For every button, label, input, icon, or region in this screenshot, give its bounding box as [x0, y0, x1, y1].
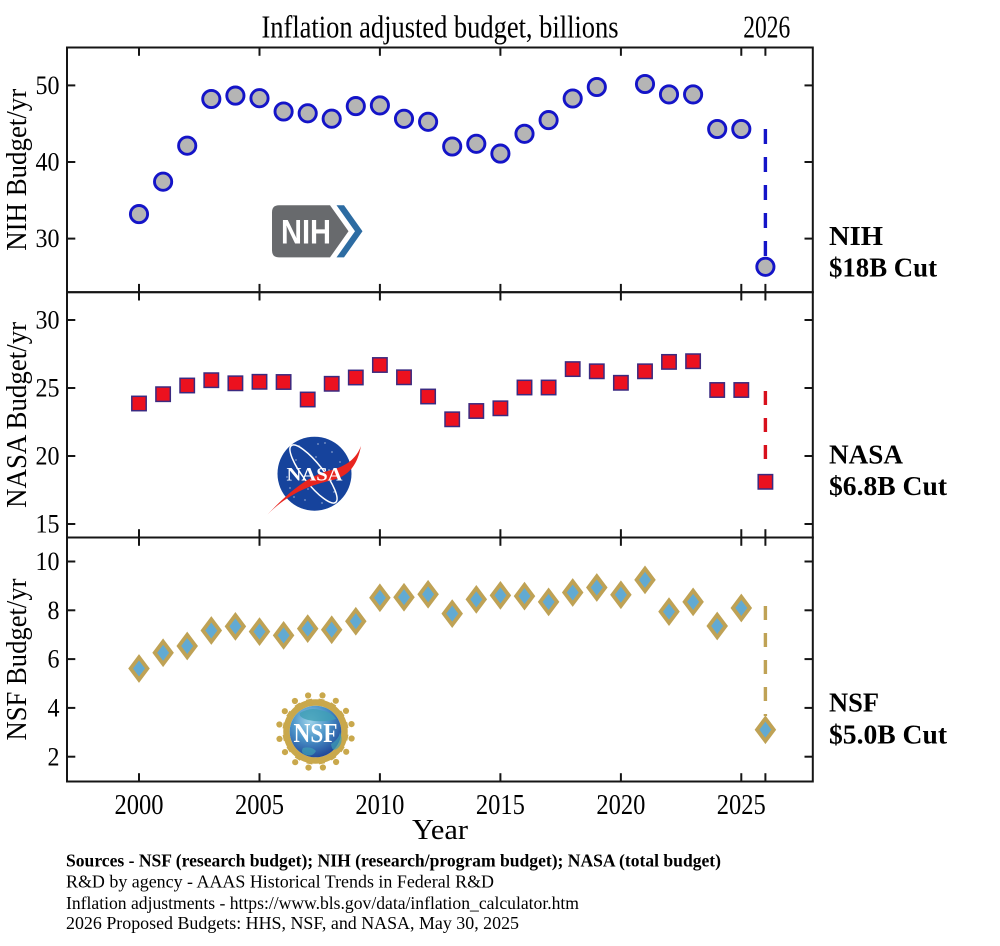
svg-text:2025: 2025 — [717, 789, 766, 821]
svg-text:R&D by agency - AAAS Historica: R&D by agency - AAAS Historical Trends i… — [66, 872, 494, 892]
svg-text:NASA: NASA — [287, 465, 343, 486]
svg-text:4: 4 — [48, 694, 60, 723]
svg-text:NIH: NIH — [829, 221, 883, 251]
svg-text:2000: 2000 — [115, 789, 164, 821]
svg-text:2010: 2010 — [355, 789, 404, 821]
svg-text:Sources - NSF (research budget: Sources - NSF (research budget); NIH (re… — [66, 850, 721, 871]
svg-text:NSF: NSF — [294, 718, 338, 748]
svg-text:30: 30 — [36, 306, 60, 335]
svg-text:2026 Proposed Budgets: HHS, NS: 2026 Proposed Budgets: HHS, NSF, and NAS… — [66, 913, 519, 933]
svg-text:50: 50 — [36, 71, 60, 100]
svg-text:25: 25 — [36, 374, 60, 403]
svg-text:NSF: NSF — [829, 687, 879, 717]
svg-text:2020: 2020 — [596, 789, 645, 821]
svg-text:NIH Budget/yr: NIH Budget/yr — [1, 88, 33, 250]
svg-text:$18B Cut: $18B Cut — [829, 253, 937, 283]
svg-text:2005: 2005 — [235, 789, 284, 821]
svg-text:2026: 2026 — [743, 9, 790, 45]
svg-text:20: 20 — [36, 442, 60, 471]
svg-text:2: 2 — [48, 742, 60, 771]
svg-text:15: 15 — [36, 510, 60, 539]
svg-text:Year: Year — [412, 814, 468, 846]
svg-text:6: 6 — [48, 645, 60, 674]
svg-text:8: 8 — [48, 596, 60, 625]
svg-text:40: 40 — [36, 148, 60, 177]
svg-text:Inflation adjustments - https:: Inflation adjustments - https://www.bls.… — [66, 893, 579, 913]
svg-text:$5.0B Cut: $5.0B Cut — [829, 720, 947, 750]
svg-text:30: 30 — [36, 224, 60, 253]
svg-text:2015: 2015 — [476, 789, 525, 821]
svg-text:10: 10 — [36, 547, 60, 576]
svg-text:NIH: NIH — [281, 214, 331, 252]
svg-text:NASA: NASA — [829, 439, 904, 469]
svg-text:$6.8B Cut: $6.8B Cut — [829, 471, 947, 501]
svg-text:Inflation adjusted budget, bil: Inflation adjusted budget, billions — [262, 9, 619, 45]
svg-text:NSF Budget/yr: NSF Budget/yr — [1, 578, 33, 740]
svg-text:NASA Budget/yr: NASA Budget/yr — [1, 322, 33, 508]
